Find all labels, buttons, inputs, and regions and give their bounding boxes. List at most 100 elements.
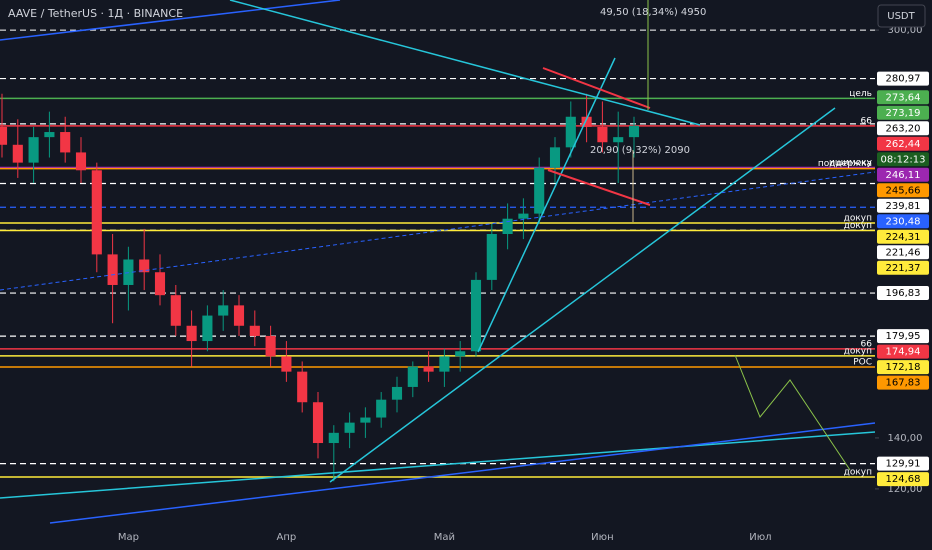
price-tag (877, 136, 929, 151)
projection-path (734, 354, 851, 471)
y-tick-label: 300,00 (888, 25, 923, 36)
candle-body (44, 132, 55, 138)
price-tag-label: 196,83 (886, 288, 921, 299)
trend-line (229, 0, 701, 126)
candle-body (312, 402, 324, 444)
candle-body (107, 254, 118, 285)
candle-body (75, 152, 87, 171)
levels: цель66ишимокуподдержкадокупдокуп66докупP… (0, 29, 875, 478)
trend-line (0, 171, 876, 291)
candle-body (60, 132, 71, 153)
price-tag-label: 263,20 (886, 123, 921, 134)
candle-body (455, 351, 466, 357)
candle-body (470, 279, 482, 352)
trend-line (477, 57, 616, 353)
price-tag-label: 230,48 (886, 216, 921, 227)
price-tag-label: 124,68 (886, 474, 921, 485)
candle-body (170, 295, 181, 326)
candles (0, 93, 640, 482)
candle-body (360, 417, 371, 423)
axis: 120,00 140,00 300,00 280,97 273,64 273,19 263,… (118, 25, 929, 543)
level-note: докуп (844, 346, 872, 356)
currency-button[interactable] (877, 4, 926, 28)
drawings (0, 0, 876, 524)
measure-label: 49,50 (18,34%) 4950 (600, 7, 706, 18)
level-note: поддержка (818, 159, 872, 169)
level-note: POC (853, 357, 872, 367)
price-tag (877, 152, 929, 167)
price-tag-label: 167,83 (886, 378, 921, 389)
currency-button-label[interactable]: USDT (887, 11, 915, 22)
price-tag (877, 105, 929, 120)
candle-body (613, 137, 624, 143)
level-note: докуп (844, 221, 872, 231)
candle-body (407, 366, 418, 387)
level-note: ишимоку (829, 158, 873, 168)
price-tag (877, 375, 929, 390)
level-note: 66 (861, 116, 873, 126)
price-tag (877, 90, 929, 105)
channel-line (542, 67, 651, 109)
price-tag (877, 198, 929, 213)
candle-body (502, 218, 513, 234)
level-note: докуп (844, 214, 872, 224)
candle-body (154, 272, 166, 296)
price-tag-label: 174,94 (886, 347, 921, 358)
candle-body (202, 315, 213, 342)
price-tag-label: 280,97 (886, 74, 921, 85)
y-tick-label: 140,00 (888, 433, 923, 444)
price-tag (877, 286, 929, 301)
price-tag (877, 121, 929, 136)
price-tag-label: 129,91 (886, 459, 921, 470)
x-tick-label: Мар (118, 532, 139, 543)
candle-body (518, 213, 529, 219)
y-tick-label: 120,00 (888, 484, 923, 495)
trend-line (0, 0, 341, 41)
candle-body (581, 116, 592, 127)
price-tag (877, 183, 929, 198)
candle-body (376, 399, 387, 418)
candle-body (233, 305, 245, 326)
price-tag (877, 329, 929, 344)
candle-body (218, 305, 229, 316)
candle-body (249, 325, 260, 336)
trend-line (329, 107, 836, 483)
candle-body (486, 234, 497, 280)
level-note: 66 (861, 339, 873, 349)
candle-body (549, 147, 561, 168)
candle-body (344, 422, 355, 433)
price-tag-label: 172,18 (886, 362, 921, 373)
price-tag (877, 71, 929, 86)
price-tag (877, 229, 929, 244)
candle-body (534, 167, 545, 214)
price-tag-label: 273,64 (886, 92, 921, 103)
level-note: докуп (844, 467, 872, 477)
price-tag-label: 245,66 (886, 185, 921, 196)
price-tag-label: 224,31 (886, 232, 921, 243)
price-tag-label: 246,11 (886, 170, 921, 181)
candle-body (439, 356, 450, 372)
chart-title: AAVE / TetherUS · 1Д · BINANCE (8, 7, 183, 20)
candle-body (265, 335, 276, 357)
candle-body (328, 432, 339, 444)
candle-body (597, 126, 608, 143)
candle-body (423, 366, 434, 372)
trend-line (0, 431, 876, 499)
measure-label: 20,90 (9,32%) 2090 (590, 145, 690, 156)
candle-body (391, 386, 403, 400)
price-tag (877, 260, 929, 275)
price-tag (877, 360, 929, 375)
x-tick-label: Июл (749, 532, 771, 543)
candle-body (28, 137, 39, 163)
price-tag (877, 214, 929, 229)
price-tag-label: 221,37 (886, 263, 921, 274)
price-tag-label: 221,46 (886, 247, 921, 258)
candle-body (628, 125, 640, 138)
trend-line (49, 422, 876, 524)
candle-body (186, 325, 197, 342)
candle-body (565, 116, 576, 148)
price-tag (877, 245, 929, 260)
x-tick-label: Май (434, 532, 455, 543)
